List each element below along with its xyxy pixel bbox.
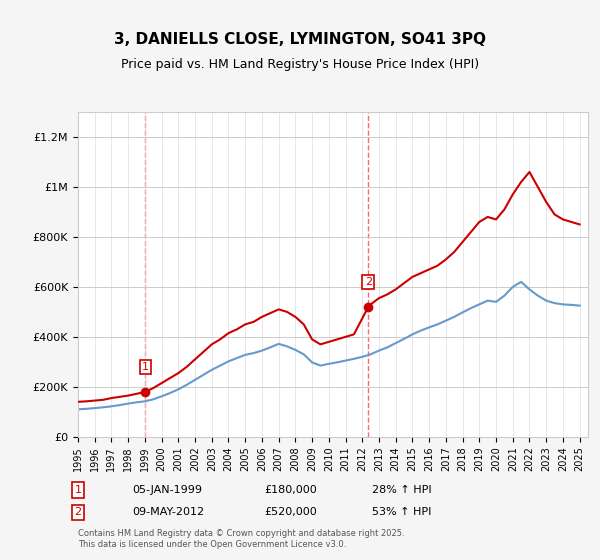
Text: 3, DANIELLS CLOSE, LYMINGTON, SO41 3PQ: 3, DANIELLS CLOSE, LYMINGTON, SO41 3PQ xyxy=(114,32,486,46)
Text: 05-JAN-1999: 05-JAN-1999 xyxy=(132,485,202,495)
Text: 2: 2 xyxy=(74,507,82,517)
Text: 1: 1 xyxy=(74,485,82,495)
Text: Contains HM Land Registry data © Crown copyright and database right 2025.
This d: Contains HM Land Registry data © Crown c… xyxy=(78,529,404,549)
Text: 28% ↑ HPI: 28% ↑ HPI xyxy=(372,485,431,495)
Text: 53% ↑ HPI: 53% ↑ HPI xyxy=(372,507,431,517)
Text: £180,000: £180,000 xyxy=(264,485,317,495)
Text: Price paid vs. HM Land Registry's House Price Index (HPI): Price paid vs. HM Land Registry's House … xyxy=(121,58,479,71)
Text: £520,000: £520,000 xyxy=(264,507,317,517)
Text: 2: 2 xyxy=(365,277,372,287)
Text: 1: 1 xyxy=(142,362,149,372)
Text: 09-MAY-2012: 09-MAY-2012 xyxy=(132,507,204,517)
